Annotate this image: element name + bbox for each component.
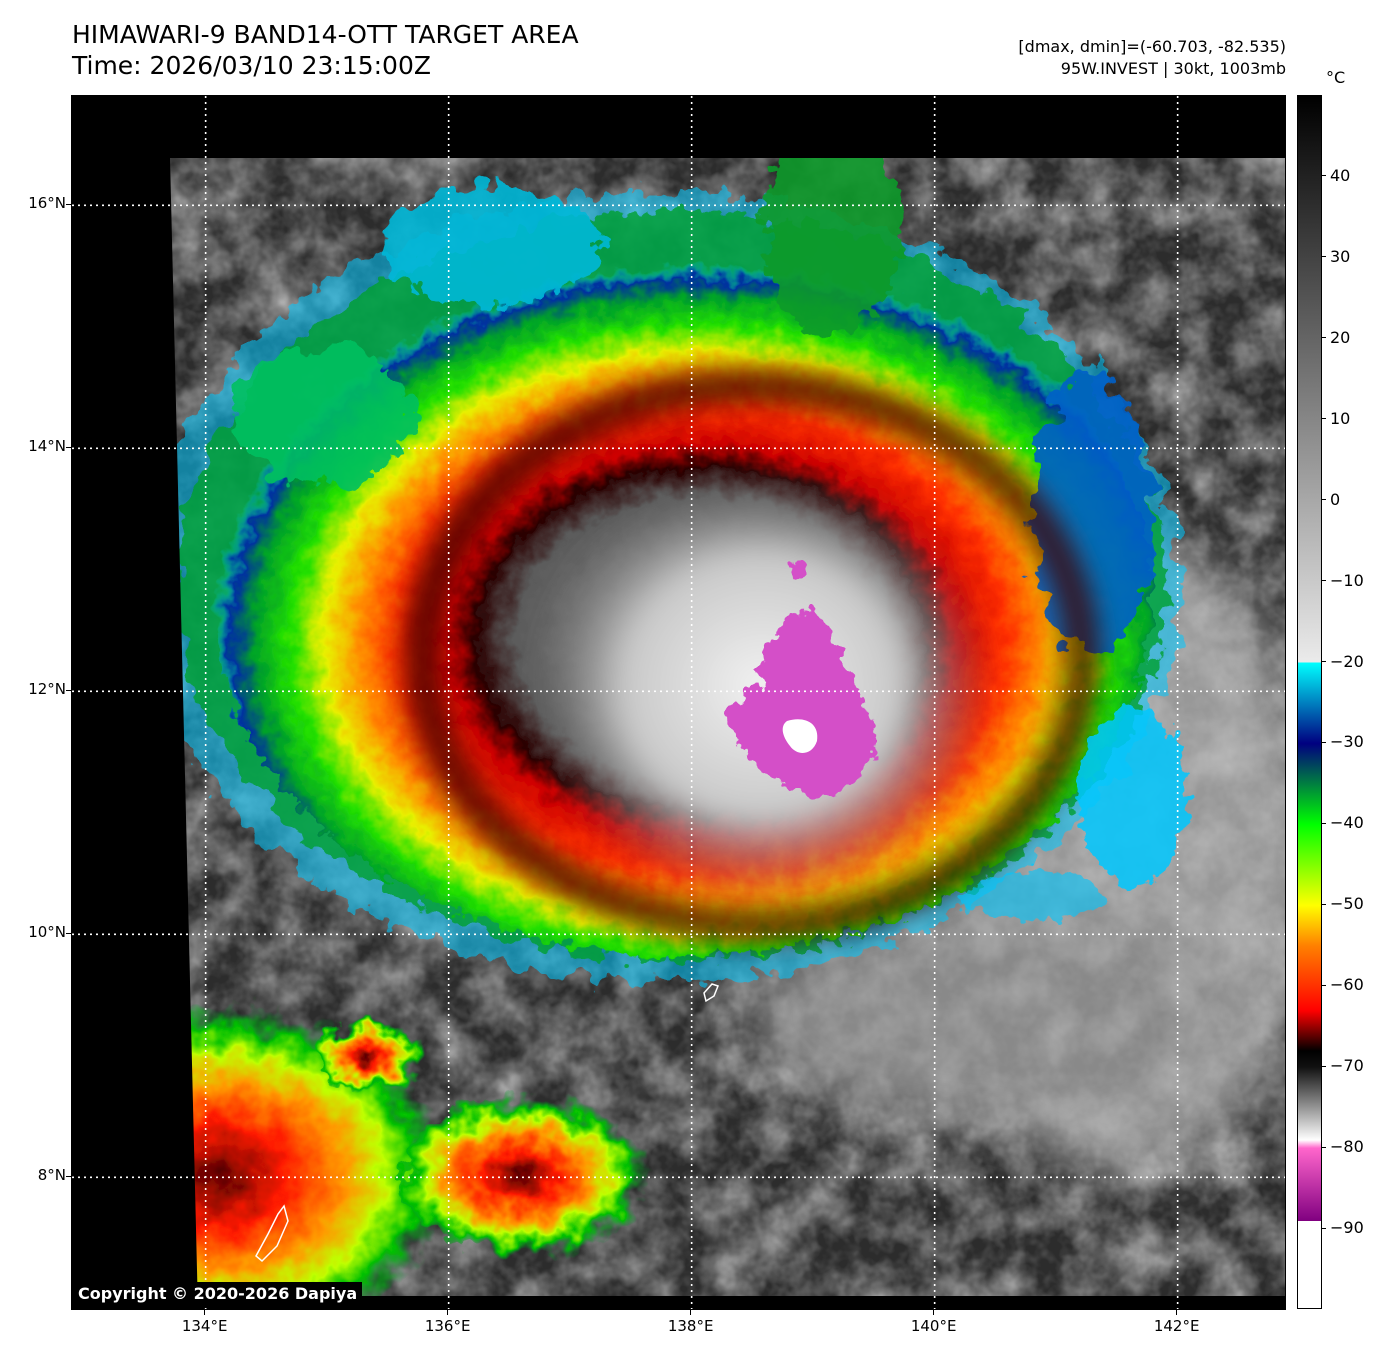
colorbar-tick-label: 10	[1330, 408, 1351, 428]
colorbar-tick-label: −50	[1330, 894, 1364, 914]
longitude-label: 136°E	[424, 1317, 471, 1335]
valid-time: Time: 2026/03/10 23:15:00Z	[72, 51, 431, 80]
colorbar	[1297, 95, 1322, 1309]
longitude-label: 138°E	[667, 1317, 714, 1335]
longitude-label: 134°E	[181, 1317, 228, 1335]
latitude-label: 10°N	[28, 923, 66, 942]
colorbar-tick-label: −40	[1330, 813, 1364, 833]
coldest-pixels	[782, 719, 818, 753]
colorbar-tick	[1322, 1146, 1326, 1148]
colorbar-tick-label: 30	[1330, 246, 1351, 266]
colorbar-tick-label: 20	[1330, 327, 1351, 347]
colorbar-unit: °C	[1326, 68, 1346, 87]
latitude-tick	[66, 932, 71, 934]
latitude-label: 8°N	[37, 1166, 66, 1185]
colorbar-tick	[1322, 418, 1326, 420]
longitude-tick	[447, 1310, 449, 1315]
no-data-region	[72, 96, 1285, 1309]
northern-outflow	[232, 116, 1152, 656]
longitude-tick	[690, 1310, 692, 1315]
island-coastline	[255, 1204, 289, 1263]
colorbar-tick	[1322, 984, 1326, 986]
colorbar-gradient	[1298, 96, 1321, 1308]
colorbar-tick	[1322, 903, 1326, 905]
longitude-tick	[1176, 1310, 1178, 1315]
colorbar-tick	[1322, 661, 1326, 663]
latitude-tick	[66, 1175, 71, 1177]
copyright-notice: Copyright © 2020-2026 Dapiya	[73, 1282, 363, 1306]
satellite-map	[71, 95, 1286, 1310]
colorbar-tick-label: −60	[1330, 975, 1364, 995]
longitude-tick	[204, 1310, 206, 1315]
colorbar-tick	[1322, 580, 1326, 582]
longitude-label: 142°E	[1153, 1317, 1200, 1335]
overshooting-tops	[726, 556, 875, 797]
longitude-label: 140°E	[910, 1317, 957, 1335]
cold-ring	[404, 368, 1100, 944]
colorbar-tick-label: 40	[1330, 165, 1351, 185]
latitude-label: 14°N	[28, 437, 66, 456]
colorbar-tick	[1322, 741, 1326, 743]
colorbar-tick-label: 0	[1330, 489, 1341, 509]
colorbar-tick	[1322, 337, 1326, 339]
latitude-label: 12°N	[28, 680, 66, 699]
latitude-tick	[66, 446, 71, 448]
colorbar-tick	[1322, 822, 1326, 824]
eastern-cyan-band	[962, 706, 1187, 921]
storm-info: 95W.INVEST | 30kt, 1003mb	[1060, 59, 1286, 78]
colorbar-tick	[1322, 499, 1326, 501]
temperature-range-info: [dmax, dmin]=(-60.703, -82.535)	[1018, 37, 1286, 56]
colorbar-tick-label: −80	[1330, 1137, 1364, 1157]
island-coastline	[703, 983, 719, 1003]
colorbar-tick-label: −30	[1330, 732, 1364, 752]
latitude-tick	[66, 203, 71, 205]
colorbar-tick-label: −10	[1330, 570, 1364, 590]
colorbar-tick	[1322, 1227, 1326, 1229]
product-title: HIMAWARI-9 BAND14-OTT TARGET AREA	[72, 20, 579, 49]
colorbar-tick-label: −90	[1330, 1218, 1364, 1238]
colorbar-tick-label: −20	[1330, 651, 1364, 671]
latitude-tick	[66, 689, 71, 691]
graticule	[72, 96, 1285, 1309]
satellite-imagery	[72, 96, 1285, 1309]
no-data-bottom	[72, 1296, 1285, 1309]
colorbar-tick	[1322, 256, 1326, 258]
latitude-label: 16°N	[28, 194, 66, 213]
colorbar-tick-label: −70	[1330, 1056, 1364, 1076]
colorbar-tick	[1322, 1065, 1326, 1067]
longitude-tick	[933, 1310, 935, 1315]
colorbar-tick	[1322, 175, 1326, 177]
